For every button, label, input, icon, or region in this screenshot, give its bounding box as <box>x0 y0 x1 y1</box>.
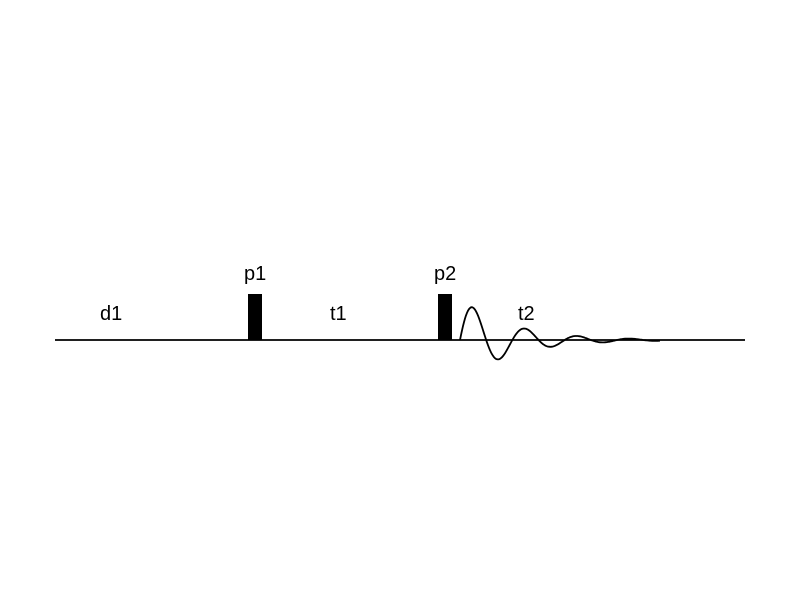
label-p1: p1 <box>244 263 266 285</box>
label-t1: t1 <box>330 303 347 325</box>
label-p2: p2 <box>434 263 456 285</box>
label-t2: t2 <box>518 303 535 325</box>
pulse-sequence-diagram: d1 p1 t1 p2 t2 <box>0 0 800 600</box>
pulse-p1 <box>248 294 262 340</box>
fid-waveform <box>460 307 660 359</box>
label-d1: d1 <box>100 303 122 325</box>
pulse-p2 <box>438 294 452 340</box>
